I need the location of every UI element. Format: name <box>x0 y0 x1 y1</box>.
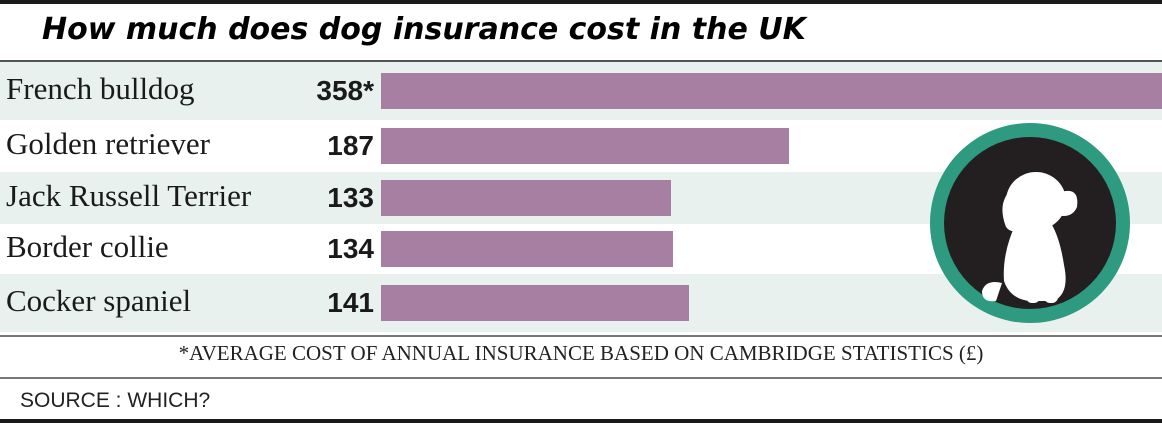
category-label: Golden retriever <box>6 126 210 161</box>
value-label: 358* <box>316 75 374 106</box>
value-label: 141 <box>327 287 374 318</box>
bar <box>381 180 671 216</box>
bar <box>381 285 689 321</box>
value-label: 133 <box>327 182 374 213</box>
source-rule <box>0 377 1162 379</box>
footnote-rule <box>0 335 1162 337</box>
category-label: French bulldog <box>6 71 195 106</box>
bar <box>381 231 673 267</box>
category-label: Border collie <box>6 229 169 264</box>
bar <box>381 73 1162 109</box>
dog-silhouette-icon <box>930 123 1130 323</box>
bottom-rule <box>0 419 1162 423</box>
category-label: Jack Russell Terrier <box>6 178 252 213</box>
value-label: 134 <box>327 233 374 264</box>
value-label: 187 <box>327 130 374 161</box>
chart-title: How much does dog insurance cost in the … <box>42 12 806 47</box>
top-rule <box>0 0 1162 4</box>
source-label: SOURCE : WHICH? <box>20 389 211 412</box>
title-rule <box>0 60 1162 62</box>
category-label: Cocker spaniel <box>6 283 192 318</box>
bar <box>381 128 789 164</box>
footnote: *AVERAGE COST OF ANNUAL INSURANCE BASED … <box>178 341 984 365</box>
